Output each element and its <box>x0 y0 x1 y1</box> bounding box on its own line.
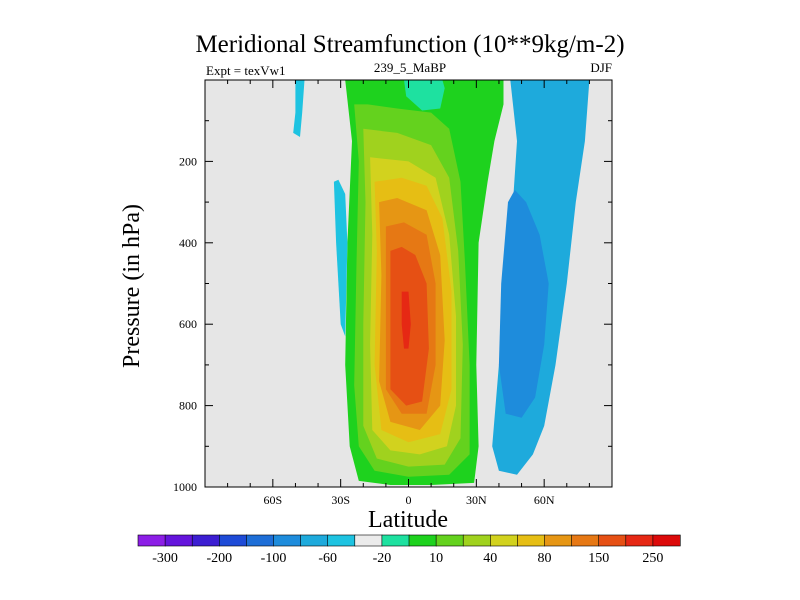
colorbar-swatch-18 <box>625 534 654 547</box>
colorbar-swatch-3 <box>219 534 248 547</box>
colorbar-label-3: -60 <box>318 551 337 566</box>
colorbar-label-2: -100 <box>261 551 287 566</box>
contour-region-1 <box>404 80 445 111</box>
x-tick-label-3: 30N <box>466 493 487 507</box>
colorbar-swatch-9 <box>381 534 410 547</box>
chart-title: Meridional Streamfunction (10**9kg/m-2) <box>195 31 624 58</box>
season-label: DJF <box>590 60 612 75</box>
colorbar-label-0: -300 <box>152 551 178 566</box>
colorbar-swatch-0 <box>137 534 166 547</box>
colorbar-swatch-17 <box>598 534 627 547</box>
x-tick-label-4: 60N <box>534 493 555 507</box>
contour-region-12 <box>333 179 348 337</box>
colorbar-label-1: -200 <box>206 551 232 566</box>
colorbar-swatch-4 <box>246 534 275 547</box>
x-axis-label: Latitude <box>368 507 448 533</box>
colorbar-swatch-6 <box>300 534 329 547</box>
colorbar-swatch-19 <box>652 534 681 547</box>
contour-region-11 <box>498 189 549 418</box>
colorbar-swatch-11 <box>435 534 464 547</box>
colorbar-label-5: 10 <box>429 551 443 566</box>
y-axis: 200 400 600 800 1000 <box>173 120 612 494</box>
colorbar-label-6: 40 <box>483 551 497 566</box>
colorbar-swatch-7 <box>327 534 356 547</box>
colorbar-label-8: 150 <box>588 551 609 566</box>
x-axis: 60S 30S 0 30N 60N <box>227 80 590 507</box>
y-tick-label-2: 600 <box>179 317 197 331</box>
contour-region-13 <box>293 80 305 137</box>
colorbar-label-4: -20 <box>373 551 392 566</box>
y-tick-label-0: 200 <box>179 154 197 168</box>
colorbar: -300 -200 -100 -60 -20 10 40 80 150 250 <box>137 534 681 566</box>
x-tick-label-0: 60S <box>263 493 282 507</box>
colorbar-swatch-2 <box>191 534 220 547</box>
colorbar-swatch-1 <box>164 534 193 547</box>
colorbar-swatch-12 <box>462 534 491 547</box>
contour-region-9 <box>401 291 411 349</box>
colorbar-swatch-13 <box>489 534 518 547</box>
x-tick-label-2: 0 <box>406 493 412 507</box>
colorbar-label-7: 80 <box>538 551 552 566</box>
experiment-label: Expt = texVw1 <box>206 63 286 78</box>
colorbar-label-9: 250 <box>642 551 663 566</box>
contour-fill-group <box>293 80 590 485</box>
x-tick-label-1: 30S <box>331 493 350 507</box>
y-tick-label-3: 800 <box>179 399 197 413</box>
y-axis-label: Pressure (in hPa) <box>119 204 145 368</box>
colorbar-swatch-10 <box>408 534 437 547</box>
colorbar-swatch-16 <box>571 534 600 547</box>
colorbar-swatch-8 <box>354 534 383 547</box>
run-label: 239_5_MaBP <box>374 60 446 75</box>
y-tick-label-1: 400 <box>179 236 197 250</box>
colorbar-swatch-14 <box>517 534 546 547</box>
colorbar-swatch-5 <box>273 534 302 547</box>
y-tick-label-4: 1000 <box>173 480 197 494</box>
colorbar-swatch-15 <box>544 534 573 547</box>
